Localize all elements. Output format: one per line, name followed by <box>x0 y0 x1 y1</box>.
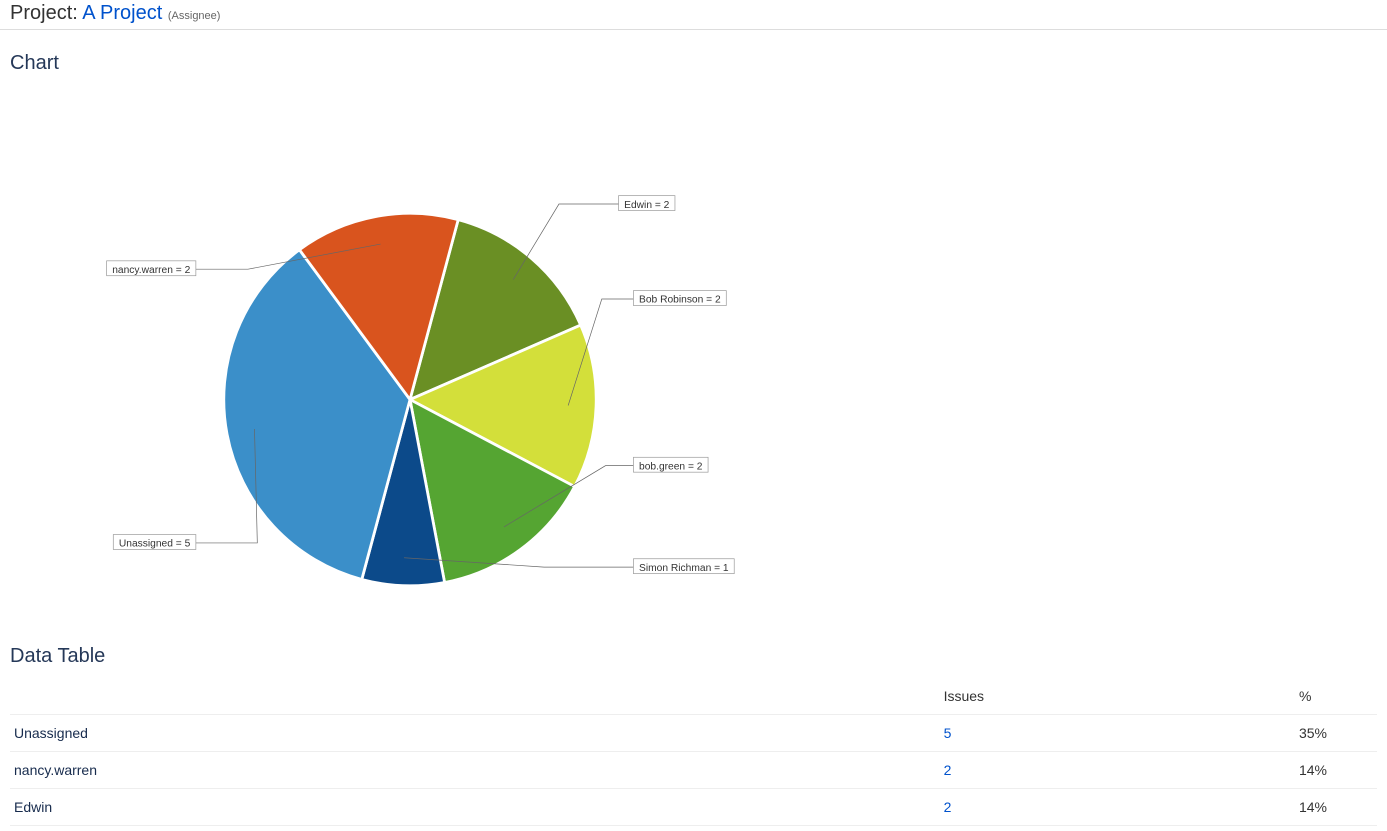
cell-assignee: Unassigned <box>10 715 940 752</box>
cell-issues: 2 <box>940 789 1295 826</box>
cell-pct: 35% <box>1295 715 1377 752</box>
cell-pct: 14% <box>1295 789 1377 826</box>
pie-chart: Edwin = 2 Bob Robinson = 2 bob.green = 2 Si… <box>0 83 820 623</box>
project-link[interactable]: A Project <box>82 2 162 24</box>
page-title: Project: A Project (Assignee) <box>10 2 220 24</box>
data-table: Issues % Unassigned535%nancy.warren214%E… <box>10 678 1377 826</box>
table-row: Edwin2 14% <box>10 789 1377 826</box>
cell-pct: 14% <box>1295 752 1377 789</box>
slice-label: Edwin = 2 <box>624 200 670 211</box>
assignee-tag: (Assignee) <box>168 10 221 22</box>
slice-label: bob.green = 2 <box>639 461 703 472</box>
issues-link[interactable]: 5 <box>944 725 952 741</box>
slice-label: Bob Robinson = 2 <box>639 295 721 306</box>
slice-label: Unassigned = 5 <box>119 539 191 550</box>
cell-assignee: Edwin <box>10 789 940 826</box>
slice-label: nancy.warren = 2 <box>112 265 190 276</box>
col-header-issues: Issues <box>940 678 1295 715</box>
cell-issues: 2 <box>940 752 1295 789</box>
project-prefix: Project: <box>10 2 82 24</box>
table-header-row: Issues % <box>10 678 1377 715</box>
col-header-pct: % <box>1295 678 1377 715</box>
cell-assignee: nancy.warren <box>10 752 940 789</box>
table-row: Unassigned5 35% <box>10 715 1377 752</box>
issues-link[interactable]: 2 <box>944 762 952 778</box>
slice-label: Simon Richman = 1 <box>639 563 729 574</box>
issues-link[interactable]: 2 <box>944 799 952 815</box>
chart-section-title: Chart <box>10 52 1387 75</box>
table-row: nancy.warren2 14% <box>10 752 1377 789</box>
cell-issues: 5 <box>940 715 1295 752</box>
col-header-assignee <box>10 678 940 715</box>
data-table-section-title: Data Table <box>10 645 1387 668</box>
page-header: Project: A Project (Assignee) <box>0 0 1387 30</box>
